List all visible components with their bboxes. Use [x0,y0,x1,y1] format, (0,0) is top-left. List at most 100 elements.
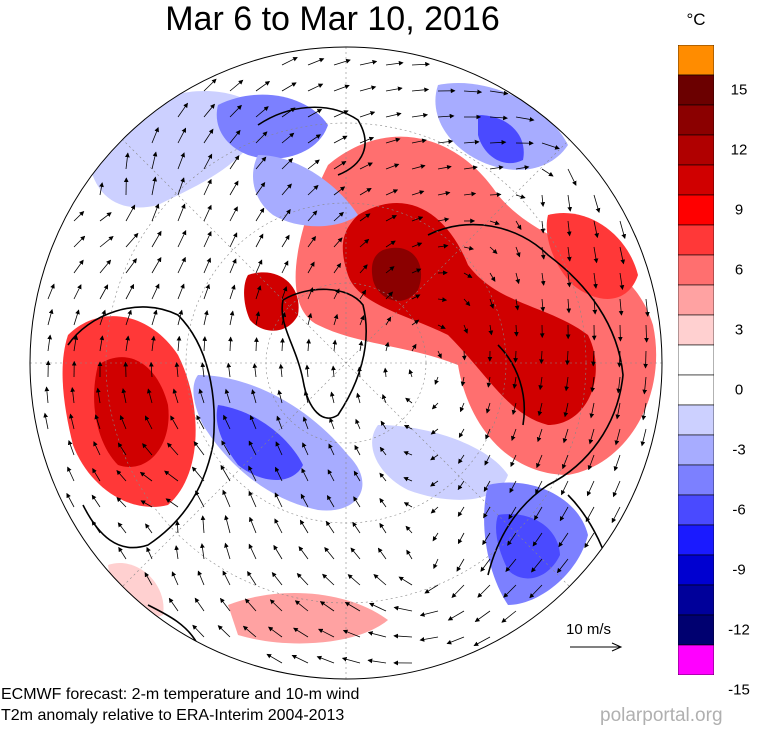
wind-arrow [458,428,465,438]
wind-arrow [175,520,180,534]
wind-arrow [73,211,85,222]
wind-arrow [99,182,104,196]
wind-arrow [269,599,283,612]
wind-arrow [229,232,238,248]
wind-arrow [411,87,430,93]
wind-arrow [501,610,517,623]
wind-arrow [510,454,517,468]
wind-arrow [515,246,521,258]
wind-arrow [277,389,283,404]
wind-arrow [99,235,114,248]
colorbar-swatch [678,494,714,526]
wind-arrow [255,156,267,170]
wind-arrow [294,600,309,612]
wind-arrow [228,336,233,352]
wind-arrow [168,597,179,612]
wind-arrow [268,626,283,638]
wind-arrow [203,78,217,92]
wind-arrow [275,441,283,456]
wind-arrow [359,162,373,170]
wind-arrow [229,79,244,92]
wind-arrow [307,159,320,170]
wind-arrow [73,334,79,352]
wind-arrow [567,194,573,212]
wind-arrow [121,388,127,404]
wind-arrow [358,340,364,352]
wind-arrow [463,89,483,95]
wind-arrow [203,128,214,144]
wind-arrow [437,217,450,223]
wind-arrow [341,656,361,664]
polar-map [29,46,663,680]
wind-arrow [539,350,544,365]
wind-arrow [125,232,139,248]
wind-arrow [463,272,473,278]
wind-arrow [167,442,179,456]
wind-arrow [333,262,342,274]
wind-arrow [511,428,517,441]
wind-arrow [177,203,186,222]
wind-arrow [411,138,427,144]
wind-arrow [458,454,465,464]
wind-arrow [619,220,627,239]
wind-arrow [280,337,285,352]
wind-arrow [176,335,182,352]
wind-arrow [515,165,530,170]
colorbar-swatch [678,194,714,226]
wind-arrow [619,272,625,291]
wind-arrow [291,654,309,664]
wind-arrow [229,310,235,326]
wind-arrow [393,633,413,639]
wind-arrow [640,428,647,447]
wind-arrow [298,546,309,560]
wind-arrow [593,194,601,214]
wind-arrow [99,284,109,300]
wind-arrow [457,480,465,491]
wind-arrow [359,187,372,196]
wind-arrow [142,443,153,456]
wind-arrow [359,59,378,66]
wind-arrow [329,417,335,430]
colorbar [678,45,714,675]
wind-arrow [411,343,417,352]
wind-arrow [333,58,351,66]
colorbar-tick-label: -9 [732,561,746,579]
credit-link[interactable]: polarportal.org [600,705,723,726]
wind-arrow [359,136,375,144]
wind-arrow [229,258,237,274]
wind-arrow [47,308,54,326]
wind-arrow [203,178,212,196]
wind-arrow [483,480,491,492]
wind-arrow [151,127,159,144]
wind-arrow [379,497,387,508]
wind-arrow [353,496,361,508]
wind-arrow [193,441,205,456]
wind-arrow [411,164,426,170]
wind-arrow [587,454,595,471]
wind-arrow [203,283,210,300]
wind-arrow [203,153,213,170]
wind-arrow [300,493,309,508]
colorbar-tick-label: -15 [728,681,750,699]
wind-arrow [459,402,465,413]
wind-arrow [302,442,309,456]
wind-arrow [373,574,387,586]
wind-arrow [203,103,215,118]
wind-arrow [437,243,449,249]
wind-arrow [333,313,339,326]
wind-arrow [486,376,492,388]
wind-arrow [177,256,186,274]
wind-arrow [489,90,509,96]
wind-arrow [541,168,554,177]
wind-arrow [437,113,455,119]
wind-arrow [125,335,131,352]
wind-arrow [47,283,55,300]
wind-arrow [489,140,507,145]
wind-arrow [477,584,491,598]
wind-arrow [457,532,465,545]
wind-arrow [451,584,465,598]
wind-arrow [511,402,517,415]
wind-arrow [384,341,390,352]
wind-arrow [489,220,500,226]
wind-arrow [332,339,338,352]
